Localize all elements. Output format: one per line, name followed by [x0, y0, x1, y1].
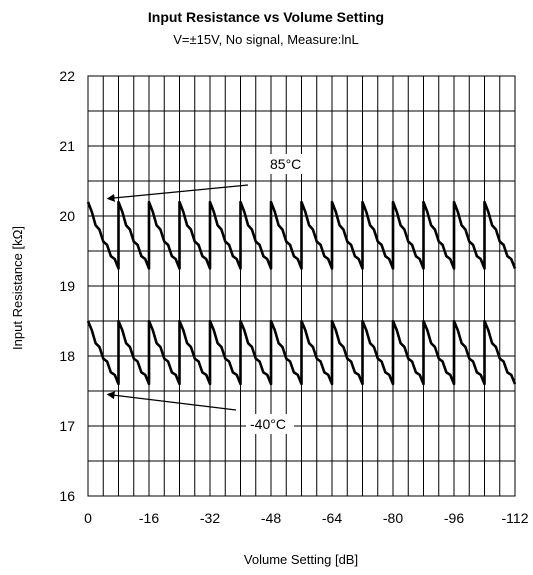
y-tick-label: 20	[59, 208, 75, 224]
y-tick-label: 18	[59, 348, 75, 364]
chart-subtitle: V=±15V, No signal, Measure:lnL	[173, 32, 359, 47]
y-tick-label: 16	[59, 488, 75, 504]
annotation-label: -40°C	[250, 416, 286, 432]
x-tick-label: -112	[502, 510, 529, 526]
x-tick-label: -32	[200, 510, 220, 526]
y-tick-label: 17	[59, 418, 75, 434]
y-tick-label: 21	[59, 138, 75, 154]
chart-title: Input Resistance vs Volume Setting	[148, 9, 384, 25]
annotation-arrow	[106, 184, 249, 202]
series-line--40C	[86, 319, 517, 386]
annotation-arrow	[106, 391, 237, 411]
annotation-label: 85°C	[270, 156, 301, 172]
x-tick-label: -16	[139, 510, 159, 526]
x-tick-label: -48	[261, 510, 281, 526]
x-tick-label: -64	[322, 510, 342, 526]
annotations: 85°C -40°C	[106, 154, 310, 434]
plot-frame	[87, 75, 516, 497]
series-line-85C	[86, 200, 517, 270]
ticks-layer: 0 -16 -32 -48 -64 -80 -96 -112 16 17 18 19 20 21 22	[59, 68, 528, 526]
y-tick-label: 19	[59, 278, 75, 294]
x-axis-label: Volume Setting [dB]	[244, 552, 358, 567]
x-tick-label: 0	[84, 510, 92, 526]
y-axis-label: Input Resistance [kΩ]	[10, 226, 25, 350]
series-layer	[86, 200, 517, 386]
annotation-box	[246, 414, 294, 434]
x-tick-label: -96	[444, 510, 464, 526]
x-tick-label: -80	[383, 510, 403, 526]
y-tick-label: 22	[59, 68, 75, 84]
annotation-box	[266, 154, 310, 174]
grid	[88, 76, 515, 496]
